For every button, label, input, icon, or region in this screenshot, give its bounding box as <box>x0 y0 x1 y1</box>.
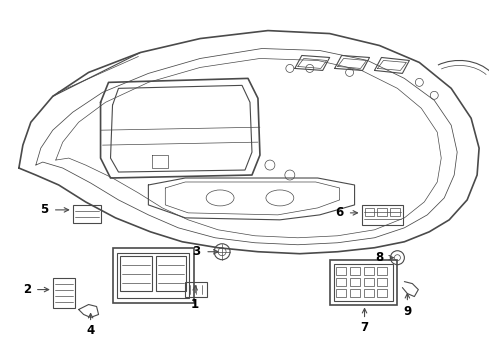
Bar <box>391 208 400 216</box>
Bar <box>364 278 373 285</box>
Text: 1: 1 <box>191 298 199 311</box>
Bar <box>364 267 373 275</box>
Text: 6: 6 <box>335 206 343 219</box>
Bar <box>73 205 100 223</box>
Bar <box>185 282 207 297</box>
Bar <box>377 278 388 285</box>
Bar <box>377 267 388 275</box>
Bar <box>377 208 388 216</box>
Bar <box>349 278 360 285</box>
Bar <box>53 278 74 307</box>
Bar <box>121 256 152 291</box>
Bar <box>336 289 345 297</box>
Bar <box>334 264 393 301</box>
Bar <box>336 267 345 275</box>
Bar <box>330 260 397 305</box>
Bar <box>364 289 373 297</box>
Bar <box>362 205 403 225</box>
Text: 2: 2 <box>23 283 31 296</box>
Bar <box>118 253 189 298</box>
Text: 5: 5 <box>41 203 49 216</box>
Bar <box>349 289 360 297</box>
Bar <box>377 289 388 297</box>
Bar <box>349 267 360 275</box>
Text: 4: 4 <box>86 324 95 337</box>
Text: 8: 8 <box>375 251 384 264</box>
Text: 3: 3 <box>192 245 200 258</box>
Text: 9: 9 <box>403 305 412 318</box>
Bar <box>365 208 374 216</box>
Bar <box>113 248 194 302</box>
Bar <box>336 278 345 285</box>
Text: 7: 7 <box>361 321 368 334</box>
Bar <box>156 256 186 291</box>
